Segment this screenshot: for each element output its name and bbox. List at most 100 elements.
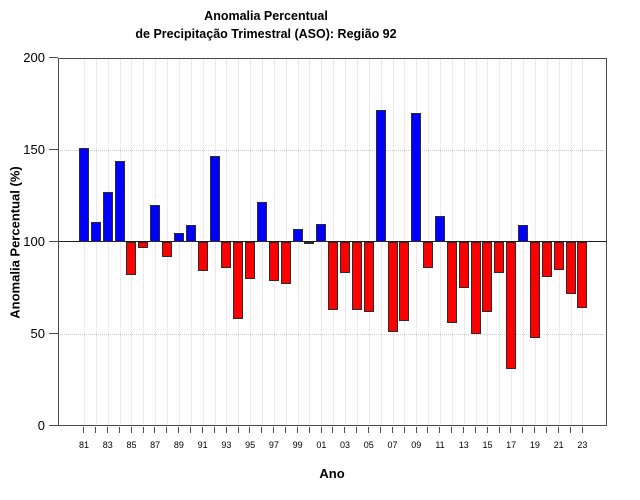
y-axis-tick — [49, 241, 58, 243]
bar-05 — [363, 242, 374, 312]
y-axis-tick-label: 100 — [23, 234, 45, 249]
bar-04 — [351, 242, 362, 311]
bar-11 — [435, 216, 445, 242]
bar-85 — [126, 242, 137, 276]
x-axis-tick-label: 93 — [221, 440, 232, 450]
x-axis-tick — [403, 427, 405, 433]
x-axis-tick-label: 03 — [340, 440, 351, 450]
bar-22 — [565, 242, 576, 294]
x-axis-tick-label: 15 — [482, 440, 493, 450]
x-axis-tick-label: 13 — [458, 440, 469, 450]
x-axis-tick-label: 99 — [292, 440, 303, 450]
y-axis-tick-label: 0 — [37, 418, 45, 433]
x-axis-tick-label: 95 — [245, 440, 256, 450]
x-axis-tick-label: 87 — [150, 440, 161, 450]
y-axis-tick-label: 200 — [23, 50, 45, 65]
x-axis-tick — [178, 427, 180, 433]
x-axis-tick — [296, 427, 298, 433]
x-axis-tick — [368, 427, 370, 433]
bar-17 — [506, 242, 517, 369]
plot-area — [58, 58, 607, 426]
x-axis-tick — [569, 427, 571, 433]
bar-93 — [221, 242, 232, 268]
x-axis-tick — [154, 427, 156, 433]
bar-14 — [470, 242, 481, 334]
bar-92 — [209, 155, 220, 242]
bar-02 — [328, 242, 339, 311]
x-axis-tick — [427, 427, 429, 433]
x-axis-tick-label: 05 — [363, 440, 374, 450]
x-axis-tick — [190, 427, 192, 433]
x-axis-tick-label: 83 — [102, 440, 113, 450]
bar-12 — [446, 242, 457, 323]
x-axis-tick — [261, 427, 263, 433]
bar-18 — [518, 225, 529, 242]
x-axis-tick-label: 97 — [268, 440, 279, 450]
bar-10 — [423, 242, 434, 268]
x-axis-tick — [166, 427, 168, 433]
bar-96 — [257, 201, 267, 242]
x-axis-tick-label: 01 — [316, 440, 327, 450]
bar-95 — [245, 242, 256, 279]
x-axis-tick-label: 89 — [173, 440, 184, 450]
bar-13 — [458, 242, 469, 288]
bar-97 — [268, 242, 279, 281]
bar-83 — [102, 192, 113, 242]
x-axis-tick — [557, 427, 559, 433]
y-axis-title: Anomalia Percentual (%) — [7, 166, 23, 319]
bar-86 — [138, 242, 149, 248]
x-axis-tick-label: 81 — [78, 440, 89, 450]
bar-20 — [541, 242, 552, 277]
x-axis-tick-label: 85 — [126, 440, 137, 450]
bar-23 — [577, 242, 588, 309]
y-axis-tick — [49, 425, 58, 427]
bar-94 — [233, 242, 244, 320]
bar-81 — [79, 148, 89, 242]
bar-01 — [316, 223, 327, 242]
x-axis-tick-label: 07 — [387, 440, 398, 450]
x-axis-tick — [284, 427, 286, 433]
x-axis-tick-label: 09 — [411, 440, 422, 450]
x-axis-tick — [249, 427, 251, 433]
bar-88 — [162, 242, 173, 257]
x-axis-tick — [273, 427, 275, 433]
bar-91 — [197, 242, 208, 272]
bar-82 — [90, 221, 101, 242]
x-axis-tick — [498, 427, 500, 433]
x-axis-tick — [391, 427, 393, 433]
y-axis-tick — [49, 57, 58, 59]
x-axis-tick-label: 23 — [577, 440, 588, 450]
bar-89 — [173, 232, 184, 242]
bar-21 — [553, 242, 564, 270]
gridline-horizontal — [58, 334, 607, 335]
chart-title-line1: Anomalia Percentual — [204, 9, 328, 23]
x-axis-tick — [332, 427, 334, 433]
x-axis-tick — [510, 427, 512, 433]
x-axis-tick — [95, 427, 97, 433]
gridline-horizontal — [58, 58, 607, 59]
bar-87 — [150, 205, 161, 242]
x-axis-tick — [320, 427, 322, 433]
bar-19 — [529, 242, 540, 338]
x-axis-tick — [225, 427, 227, 433]
x-axis-tick-label: 21 — [553, 440, 564, 450]
y-axis-tick-label: 50 — [30, 326, 45, 341]
x-axis-tick — [142, 427, 144, 433]
x-axis-tick — [344, 427, 346, 433]
gridline-horizontal — [58, 150, 607, 151]
x-axis-tick — [546, 427, 548, 433]
bar-98 — [280, 242, 291, 285]
x-axis-tick — [213, 427, 215, 433]
x-axis-tick — [83, 427, 85, 433]
x-axis-tick — [439, 427, 441, 433]
x-axis-title: Ano — [319, 466, 345, 481]
x-axis-tick — [486, 427, 488, 433]
bar-84 — [114, 161, 125, 242]
x-axis-tick-label: 11 — [435, 440, 445, 450]
bar-90 — [185, 225, 196, 242]
x-axis-tick — [581, 427, 583, 433]
x-axis-tick-label: 91 — [197, 440, 208, 450]
chart-title: Anomalia Percentual de Precipitação Trim… — [0, 7, 532, 43]
x-axis-tick — [415, 427, 417, 433]
